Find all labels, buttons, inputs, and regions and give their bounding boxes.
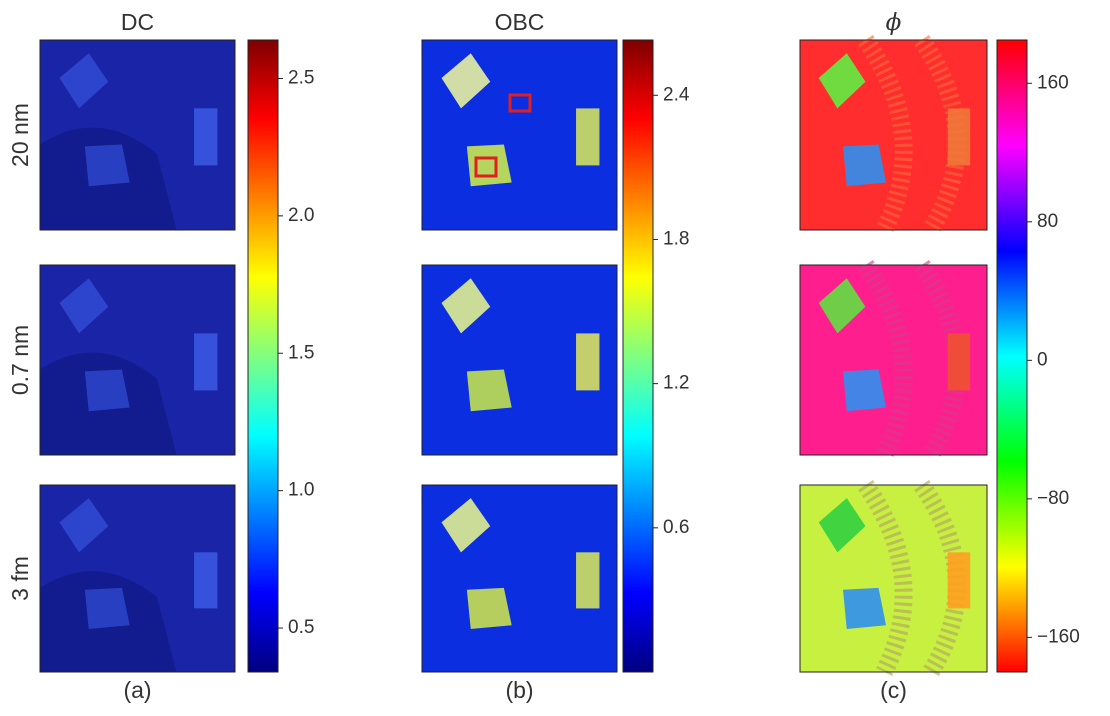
colorbar — [247, 39, 279, 673]
flake — [843, 144, 887, 187]
panel-label: (c) — [880, 677, 907, 703]
flake — [466, 369, 512, 412]
row-label: 0.7 nm — [7, 325, 33, 395]
row-label: 20 nm — [7, 103, 33, 167]
panel-frame — [799, 264, 988, 456]
flake — [59, 278, 109, 334]
flake — [59, 498, 109, 553]
flake — [441, 498, 491, 553]
flake — [576, 552, 600, 609]
row-label: 3 fm — [7, 556, 33, 601]
panel-label: (b) — [505, 677, 533, 703]
flake — [194, 552, 218, 609]
roi-box — [508, 93, 532, 113]
colorbar-tick-label: 1.8 — [663, 228, 689, 249]
flake — [194, 108, 218, 166]
flake — [466, 587, 512, 629]
panel-frame — [421, 264, 618, 456]
flake — [441, 278, 491, 334]
colorbar-tick-label: 0.5 — [288, 617, 314, 638]
column-title: OBC — [495, 9, 545, 35]
image-panel — [799, 259, 988, 460]
colorbar-tick-label: 1.0 — [288, 480, 314, 501]
image-panel — [799, 34, 988, 235]
colorbar-tick-label: 160 — [1037, 72, 1069, 93]
colorbar — [996, 39, 1028, 673]
panel-frame — [799, 39, 988, 231]
noisy-band — [858, 34, 966, 235]
image-panel — [39, 39, 236, 231]
colorbar-tick-label: 0.6 — [663, 517, 689, 538]
flake — [441, 53, 491, 109]
image-panel — [39, 484, 236, 673]
column-title: ϕ — [886, 10, 902, 36]
colorbar-tick-label: −80 — [1037, 488, 1069, 509]
flake — [818, 498, 866, 553]
image-panel — [421, 484, 618, 673]
colorbar-tick-label: 1.5 — [288, 342, 314, 363]
flake — [947, 108, 971, 166]
flake — [843, 369, 887, 412]
flake — [947, 333, 971, 391]
panel-frame — [39, 39, 236, 231]
flake — [576, 108, 600, 166]
image-panel — [421, 264, 618, 456]
image-panel — [39, 264, 236, 456]
flake — [84, 587, 130, 629]
panel-frame — [421, 484, 618, 673]
panel-label: (a) — [123, 677, 151, 703]
flake — [466, 144, 512, 187]
flake — [818, 53, 866, 109]
colorbar-tick-label: 2.4 — [663, 84, 690, 105]
flake — [576, 333, 600, 391]
flake — [84, 369, 130, 412]
colorbar-tick-label: 80 — [1037, 211, 1058, 232]
panel-frame — [421, 39, 618, 231]
panel-frame — [799, 484, 988, 673]
colorbar-tick-label: 0 — [1037, 349, 1048, 370]
colorbar-tick-label: 2.0 — [288, 205, 314, 226]
flake — [194, 333, 218, 391]
flake — [84, 144, 130, 187]
roi-box — [474, 156, 498, 178]
flake — [947, 552, 971, 609]
colorbar-tick-label: 2.5 — [288, 67, 314, 88]
column-title: DC — [121, 9, 154, 35]
noisy-band — [858, 259, 966, 460]
colorbar — [622, 39, 654, 673]
panel-frame — [39, 264, 236, 456]
colorbar-tick-label: −160 — [1037, 626, 1080, 647]
panel-frame — [39, 484, 236, 673]
image-panel — [799, 479, 988, 677]
flake — [843, 587, 887, 629]
flake — [59, 53, 109, 109]
image-panel — [421, 39, 618, 231]
flake — [818, 278, 866, 334]
colorbar-tick-label: 1.2 — [663, 373, 689, 394]
